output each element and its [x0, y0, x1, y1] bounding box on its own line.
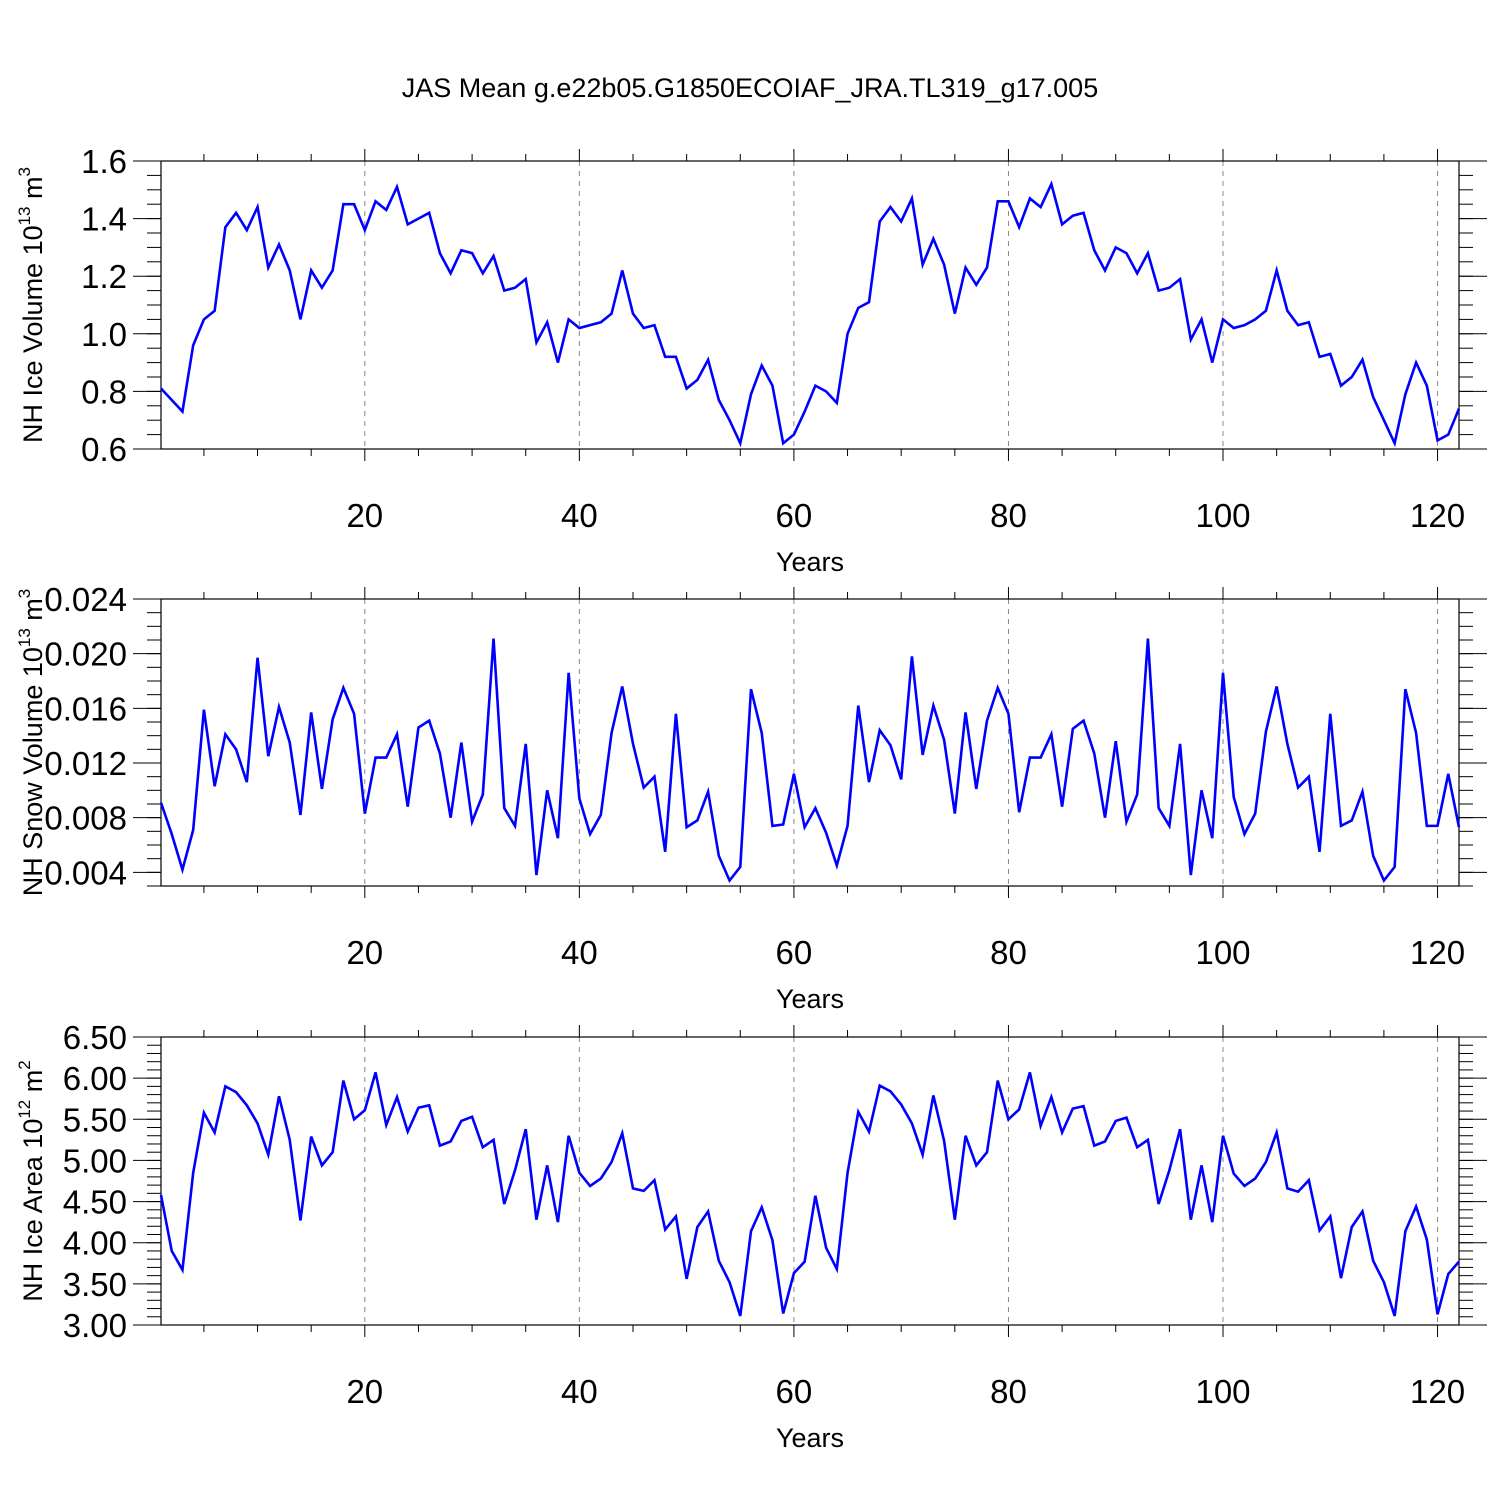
panel-ice-volume-x-tick-labels: 20 40 60 80 100 120 [346, 497, 1465, 534]
x-tick-label: 80 [990, 934, 1027, 971]
ice-volume-line [160, 180, 1461, 448]
panel-ice-volume: 0.60.81.01.21.41.6 20 40 60 80 100 120 Years … [15, 143, 1487, 577]
x-tick-label: 120 [1410, 934, 1465, 971]
y-tick-label: 0.6 [81, 431, 127, 468]
panel-ice-area: 3.00 3.50 4.00 4.50 5.00 5.50 6.00 6.50 20 40 60 8… [15, 1019, 1487, 1453]
x-tick-label: 20 [346, 497, 383, 534]
y-tick-label: 5.50 [63, 1101, 127, 1138]
panel-snow-volume-x-tick-labels: 20 40 60 80 100 120 [346, 934, 1465, 971]
y-tick-label: 3.50 [63, 1266, 127, 1303]
panel-ice-area-ticks [133, 1025, 1487, 1337]
x-tick-label: 60 [776, 497, 813, 534]
y-tick-label: 4.50 [63, 1184, 127, 1221]
snow-volume-line [159, 638, 1461, 884]
x-tick-label: 100 [1195, 1373, 1250, 1410]
y-tick-label: 1.2 [81, 258, 127, 295]
x-tick-label: 20 [346, 1373, 383, 1410]
y-tick-label: 0.008 [44, 800, 127, 837]
x-tick-label: 100 [1195, 934, 1250, 971]
panel-snow-volume: 0.004 0.008 0.012 0.016 0.020 0.024 20 40 60 80 1… [15, 581, 1487, 1014]
y-tick-label: 4.00 [63, 1225, 127, 1262]
panel-ice-volume-y-axis-label: NH Ice Volume 1013 m3 [15, 167, 48, 443]
panel-snow-volume-x-axis-label: Years [776, 984, 844, 1014]
panel-snow-volume-ticks [133, 587, 1487, 898]
y-tick-label: 0.8 [81, 373, 127, 410]
panel-snow-volume-y-axis-label: NH Snow Volume 1013 m3 [15, 589, 48, 897]
figure-title: JAS Mean g.e22b05.G1850ECOIAF_JRA.TL319_… [402, 73, 1098, 103]
panel-snow-volume-y-tick-labels: 0.004 0.008 0.012 0.016 0.020 0.024 [44, 581, 127, 891]
y-tick-label: 3.00 [63, 1307, 127, 1344]
y-tick-label: 0.016 [44, 690, 127, 727]
x-tick-label: 120 [1410, 497, 1465, 534]
x-tick-label: 80 [990, 497, 1027, 534]
x-tick-label: 40 [561, 1373, 598, 1410]
x-tick-label: 60 [776, 934, 813, 971]
x-tick-label: 100 [1195, 497, 1250, 534]
y-tick-label: 0.020 [44, 636, 127, 673]
y-tick-label: 6.00 [63, 1060, 127, 1097]
x-tick-label: 80 [990, 1373, 1027, 1410]
panel-ice-area-frame [160, 1036, 1460, 1326]
panel-ice-volume-y-tick-labels: 0.6 0.8 1.0 1.2 1.4 1.6 [81, 143, 127, 468]
x-tick-label: 60 [776, 1373, 813, 1410]
y-tick-label: 0.012 [44, 745, 127, 782]
y-tick-label: 0.024 [44, 581, 127, 618]
panel-ice-area-x-tick-labels: 20 40 60 80 100 120 [346, 1373, 1465, 1410]
panel-ice-area-y-tick-labels: 3.00 3.50 4.00 4.50 5.00 5.50 6.00 6.50 [63, 1019, 127, 1344]
panel-snow-volume-grid [364, 599, 1439, 886]
panel-ice-volume-ticks [133, 149, 1487, 461]
y-tick-label: 6.50 [63, 1019, 127, 1056]
y-tick-label: 1.0 [81, 316, 127, 353]
panel-snow-volume-frame [160, 598, 1460, 887]
x-tick-label: 120 [1410, 1373, 1465, 1410]
y-tick-label: 1.6 [81, 143, 127, 180]
y-tick-label: 5.00 [63, 1142, 127, 1179]
x-tick-label: 40 [561, 497, 598, 534]
panel-ice-area-x-axis-label: Years [776, 1423, 844, 1453]
x-tick-label: 20 [346, 934, 383, 971]
panel-ice-volume-x-axis-label: Years [776, 547, 844, 577]
panel-ice-volume-frame [160, 160, 1460, 450]
x-tick-label: 40 [561, 934, 598, 971]
y-tick-label: 0.004 [44, 854, 127, 891]
panel-ice-volume-grid [364, 161, 1439, 449]
ice-area-line [159, 1072, 1460, 1317]
panel-ice-area-y-axis-label: NH Ice Area 1012 m2 [15, 1060, 48, 1302]
y-tick-label: 1.4 [81, 201, 127, 238]
